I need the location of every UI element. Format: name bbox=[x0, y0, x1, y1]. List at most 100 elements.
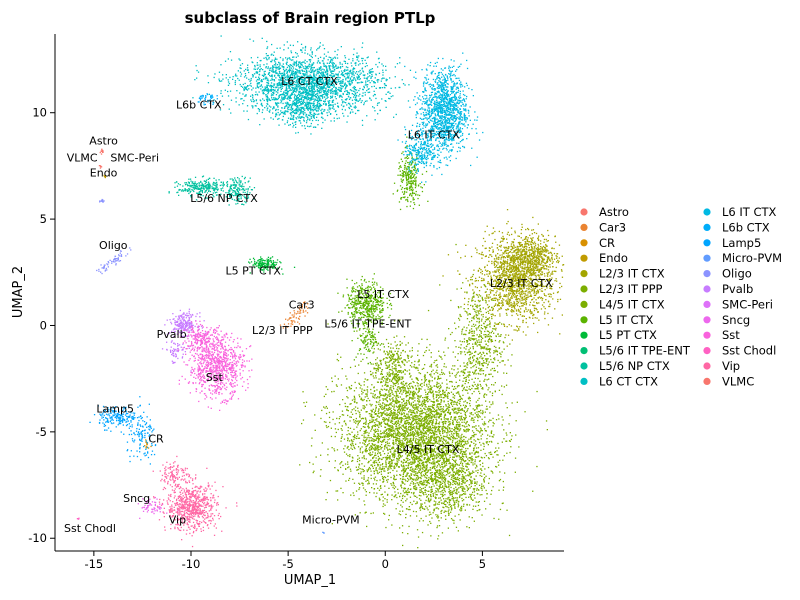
point bbox=[430, 443, 432, 445]
point bbox=[426, 371, 429, 374]
point bbox=[449, 472, 451, 474]
point bbox=[391, 390, 393, 392]
point bbox=[471, 455, 473, 458]
point bbox=[548, 271, 550, 273]
point bbox=[478, 290, 481, 292]
point bbox=[504, 282, 506, 284]
point bbox=[525, 245, 527, 247]
point bbox=[541, 304, 544, 306]
point bbox=[412, 426, 414, 429]
point bbox=[421, 338, 423, 340]
point bbox=[480, 271, 482, 274]
point bbox=[474, 280, 476, 282]
point bbox=[439, 484, 441, 486]
point bbox=[554, 280, 556, 282]
point bbox=[405, 464, 407, 467]
point bbox=[389, 451, 392, 453]
point bbox=[508, 292, 510, 294]
point bbox=[498, 266, 500, 269]
point bbox=[442, 410, 444, 412]
point bbox=[495, 255, 497, 257]
point bbox=[498, 464, 500, 466]
point bbox=[440, 510, 442, 513]
point bbox=[383, 438, 386, 441]
point bbox=[514, 265, 516, 267]
point bbox=[449, 372, 451, 375]
point bbox=[463, 421, 465, 423]
point bbox=[460, 257, 462, 259]
point bbox=[530, 295, 532, 297]
point bbox=[530, 249, 532, 251]
point bbox=[493, 287, 495, 290]
point bbox=[439, 415, 441, 417]
point bbox=[428, 476, 430, 479]
point bbox=[406, 361, 408, 363]
point bbox=[507, 276, 510, 278]
point bbox=[393, 413, 395, 415]
point bbox=[494, 238, 496, 241]
point bbox=[283, 323, 286, 325]
point bbox=[437, 416, 439, 418]
point bbox=[382, 476, 384, 479]
point bbox=[532, 216, 534, 219]
point bbox=[475, 405, 477, 407]
point bbox=[524, 293, 527, 295]
point bbox=[430, 489, 432, 491]
point bbox=[425, 460, 427, 463]
point bbox=[458, 273, 461, 275]
point bbox=[544, 268, 546, 270]
point bbox=[505, 267, 508, 269]
point bbox=[384, 395, 386, 397]
point bbox=[359, 420, 361, 422]
point bbox=[371, 426, 373, 428]
point bbox=[345, 480, 347, 482]
point bbox=[418, 471, 421, 473]
point bbox=[381, 441, 383, 443]
point bbox=[294, 312, 296, 314]
point bbox=[527, 241, 529, 243]
point bbox=[489, 291, 492, 293]
point bbox=[369, 437, 371, 439]
point bbox=[513, 244, 515, 246]
point bbox=[417, 397, 419, 400]
point bbox=[520, 255, 522, 257]
point bbox=[533, 274, 535, 276]
point bbox=[538, 296, 541, 298]
point bbox=[336, 385, 338, 387]
point bbox=[538, 258, 540, 260]
point bbox=[451, 372, 453, 375]
point bbox=[307, 303, 309, 305]
point bbox=[534, 317, 536, 319]
point bbox=[491, 309, 494, 311]
point bbox=[510, 287, 512, 289]
point bbox=[528, 244, 530, 246]
point bbox=[464, 372, 466, 375]
point bbox=[398, 427, 400, 429]
point bbox=[363, 478, 365, 480]
point bbox=[550, 273, 552, 275]
point bbox=[436, 404, 438, 406]
point bbox=[482, 279, 484, 282]
point bbox=[549, 279, 551, 282]
point bbox=[537, 247, 539, 249]
point bbox=[449, 422, 451, 424]
point bbox=[390, 421, 392, 423]
point bbox=[459, 462, 462, 464]
point bbox=[532, 268, 535, 270]
point bbox=[435, 410, 437, 412]
point bbox=[435, 371, 437, 373]
point bbox=[387, 478, 389, 481]
point bbox=[408, 435, 410, 437]
point bbox=[373, 390, 375, 392]
point bbox=[347, 410, 349, 412]
point bbox=[451, 385, 453, 387]
point bbox=[409, 391, 412, 393]
point bbox=[394, 453, 396, 455]
point bbox=[383, 436, 385, 438]
point bbox=[414, 461, 416, 463]
point bbox=[395, 494, 397, 496]
point bbox=[542, 257, 544, 259]
point bbox=[529, 258, 531, 260]
point bbox=[514, 232, 516, 234]
point bbox=[387, 384, 389, 387]
